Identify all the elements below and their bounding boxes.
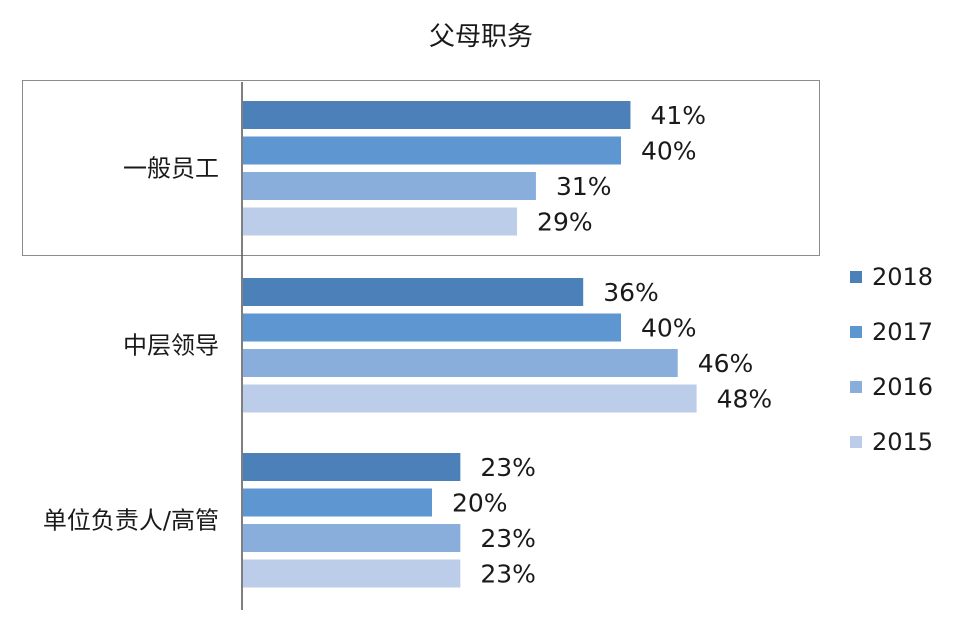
bar-2015 [243,384,697,413]
legend-swatch [850,326,862,338]
legend-item-2018: 2018 [850,262,960,292]
bar-2017 [243,488,432,517]
legend-swatch [850,381,862,393]
data-label: 36% [603,278,659,307]
data-label: 23% [480,524,536,553]
legend-label: 2015 [872,428,934,456]
bar-2015 [243,559,461,588]
bar-2016 [243,524,461,552]
legend-item-2015: 2015 [850,427,960,457]
category-label: 中层领导 [123,331,219,359]
category-label: 一般员工 [123,154,219,182]
chart-title: 父母职务 [428,22,533,52]
legend-item-2016: 2016 [850,372,960,402]
legend-label: 2016 [872,373,934,401]
data-label: 20% [452,489,508,518]
bar-2018 [243,278,584,306]
legend-item-2017: 2017 [850,317,960,347]
category-label: 单位负责人/高管 [43,506,219,534]
legend-swatch [850,271,862,283]
data-label: 23% [480,560,536,589]
legend-label: 2017 [872,318,934,346]
data-label: 46% [698,349,754,378]
highlight-box-category-1 [22,80,820,256]
bar-2017 [243,136,621,165]
data-label: 48% [717,385,773,414]
bar-2018 [243,101,631,129]
bar-2016 [243,172,536,200]
data-label: 40% [641,137,697,166]
data-label: 23% [480,453,536,482]
data-label: 31% [556,172,612,201]
bar-2016 [243,349,678,377]
legend-swatch [850,436,862,448]
bar-2015 [243,207,518,236]
legend-label: 2018 [872,263,934,291]
data-label: 40% [641,314,697,343]
data-label: 41% [650,101,706,130]
data-label: 29% [537,208,593,237]
bar-2017 [243,313,621,342]
bar-2018 [243,453,461,481]
